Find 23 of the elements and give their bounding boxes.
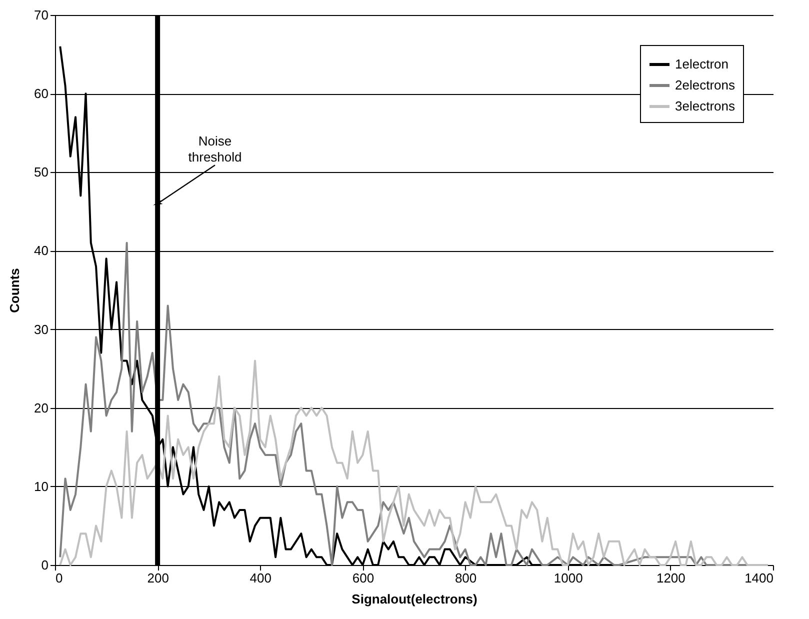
y-tick-label: 30 [34,322,48,337]
y-tick-label: 50 [34,164,48,180]
y-tick-label: 70 [34,8,48,22]
y-tick-label: 10 [34,478,48,494]
legend-label: 2electrons [675,78,736,92]
x-tick-label: 400 [250,570,272,586]
x-tick-label: 1400 [744,570,774,586]
y-axis-title: Counts [7,268,22,313]
y-tick-label: 40 [34,243,48,258]
y-tick-label: 20 [34,400,48,416]
legend-label: 1electron [675,56,728,72]
annotation: Noise threshold [188,134,242,165]
x-tick-label: 800 [454,570,477,586]
x-tick-label: 1200 [656,570,686,586]
x-tick-label: 600 [352,570,374,586]
x-axis-title: Signalout(electrons) [352,592,478,606]
y-tick-label: 60 [34,86,48,102]
x-tick-label: 200 [147,570,169,586]
legend-label: 3electrons [675,98,736,114]
y-tick-label: 0 [41,558,48,572]
x-tick-label: 0 [56,570,63,586]
x-tick-label: 1000 [554,570,583,586]
line-series [59,360,769,566]
